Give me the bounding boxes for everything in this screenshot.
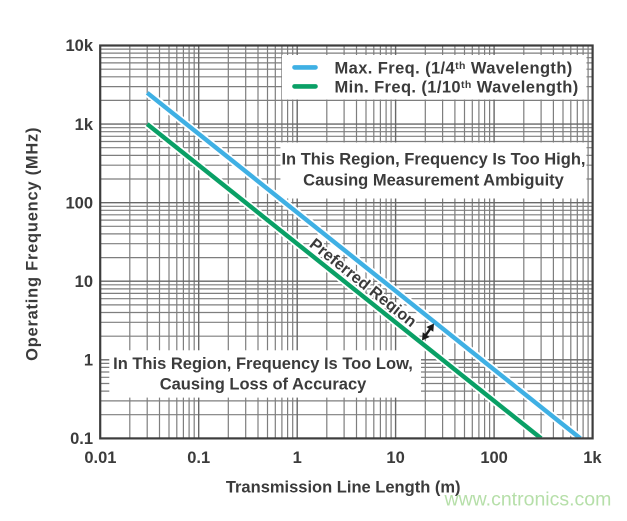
svg-text:0.1: 0.1: [70, 430, 93, 448]
svg-text:In This Region, Frequency Is T: In This Region, Frequency Is Too High,: [281, 151, 585, 169]
svg-text:100: 100: [65, 194, 93, 212]
svg-text:Causing Measurement Ambiguity: Causing Measurement Ambiguity: [303, 171, 565, 189]
svg-text:0.01: 0.01: [84, 449, 116, 467]
svg-text:Min. Freq. (1/10th Wavelength): Min. Freq. (1/10th Wavelength): [335, 79, 579, 97]
svg-text:1k: 1k: [583, 449, 602, 467]
svg-text:10: 10: [75, 273, 93, 291]
svg-text:Transmission Line Length (m): Transmission Line Length (m): [226, 479, 461, 497]
svg-text:Operating Frequency (MHz): Operating Frequency (MHz): [24, 127, 42, 361]
svg-text:1: 1: [84, 352, 93, 370]
svg-text:10: 10: [386, 449, 404, 467]
svg-text:100: 100: [480, 449, 508, 467]
svg-text:Max. Freq. (1/4th Wavelength): Max. Freq. (1/4th Wavelength): [335, 60, 573, 78]
svg-text:Causing Loss of Accuracy: Causing Loss of Accuracy: [160, 375, 367, 393]
svg-text:0.1: 0.1: [187, 449, 210, 467]
svg-text:10k: 10k: [65, 37, 93, 55]
svg-text:www.cntronics.com: www.cntronics.com: [444, 489, 612, 511]
svg-text:In This Region, Frequency Is T: In This Region, Frequency Is Too Low,: [113, 355, 413, 373]
svg-text:1k: 1k: [75, 116, 94, 134]
svg-text:1: 1: [293, 449, 302, 467]
